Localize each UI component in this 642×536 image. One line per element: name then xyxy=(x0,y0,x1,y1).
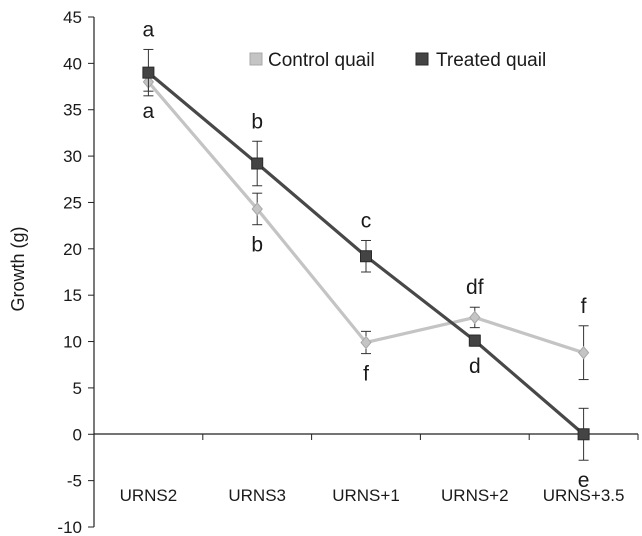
data-point xyxy=(469,310,481,325)
axes: -10 -5 0 5 10 15 20 25 30 35 40 45 URNS2 URNS3 URNS+1 U… xyxy=(57,8,639,536)
y-tick-label: -10 xyxy=(57,518,82,536)
x-tick-label: URNS3 xyxy=(228,486,286,505)
legend-label: Control quail xyxy=(268,50,375,71)
y-tick-label: 35 xyxy=(63,101,82,120)
data-point xyxy=(360,250,372,263)
significance-letter: a xyxy=(143,18,155,41)
y-tick-label: 40 xyxy=(63,54,82,73)
x-tick-label: URNS+1 xyxy=(332,486,400,505)
y-axis-title: Growth (g) xyxy=(8,226,28,311)
y-tick-label: 10 xyxy=(63,333,82,352)
series-layer: a b f df f a b c d e xyxy=(142,18,590,492)
significance-letter: d xyxy=(469,355,481,378)
y-tick-label: 25 xyxy=(63,193,82,212)
legend-swatch xyxy=(415,52,429,66)
significance-letter: b xyxy=(251,110,263,133)
significance-letter: c xyxy=(361,209,372,232)
y-tick-label: 15 xyxy=(63,286,82,305)
legend-item: Treated quail xyxy=(415,50,546,71)
significance-letter: df xyxy=(466,276,484,299)
legend: Control quail Treated quail xyxy=(249,50,546,71)
legend-label: Treated quail xyxy=(436,50,546,71)
significance-letter: f xyxy=(581,295,587,318)
data-point xyxy=(577,428,590,441)
y-tick-label: 30 xyxy=(63,147,82,166)
data-point xyxy=(577,345,590,360)
data-point xyxy=(251,157,264,170)
significance-letter: f xyxy=(363,363,369,386)
y-tick-label: 5 xyxy=(73,379,82,398)
significance-letter: b xyxy=(251,234,263,257)
x-tick-label: URNS+3.5 xyxy=(543,486,625,505)
y-tick-label: 45 xyxy=(63,8,82,27)
x-tick-label: URNS+2 xyxy=(441,486,509,505)
y-tick-label: 20 xyxy=(63,240,82,259)
y-tick-label: -5 xyxy=(67,472,82,491)
data-point xyxy=(142,66,155,79)
significance-letter: e xyxy=(578,469,590,492)
data-point xyxy=(360,335,372,350)
data-point xyxy=(251,202,263,216)
data-point xyxy=(468,334,481,347)
significance-letter: a xyxy=(143,100,155,123)
legend-item: Control quail xyxy=(249,50,375,71)
legend-swatch xyxy=(249,52,263,66)
x-tick-label: URNS2 xyxy=(120,486,178,505)
series-treated: a b c d e xyxy=(142,18,590,492)
y-tick-label: 0 xyxy=(73,425,82,444)
